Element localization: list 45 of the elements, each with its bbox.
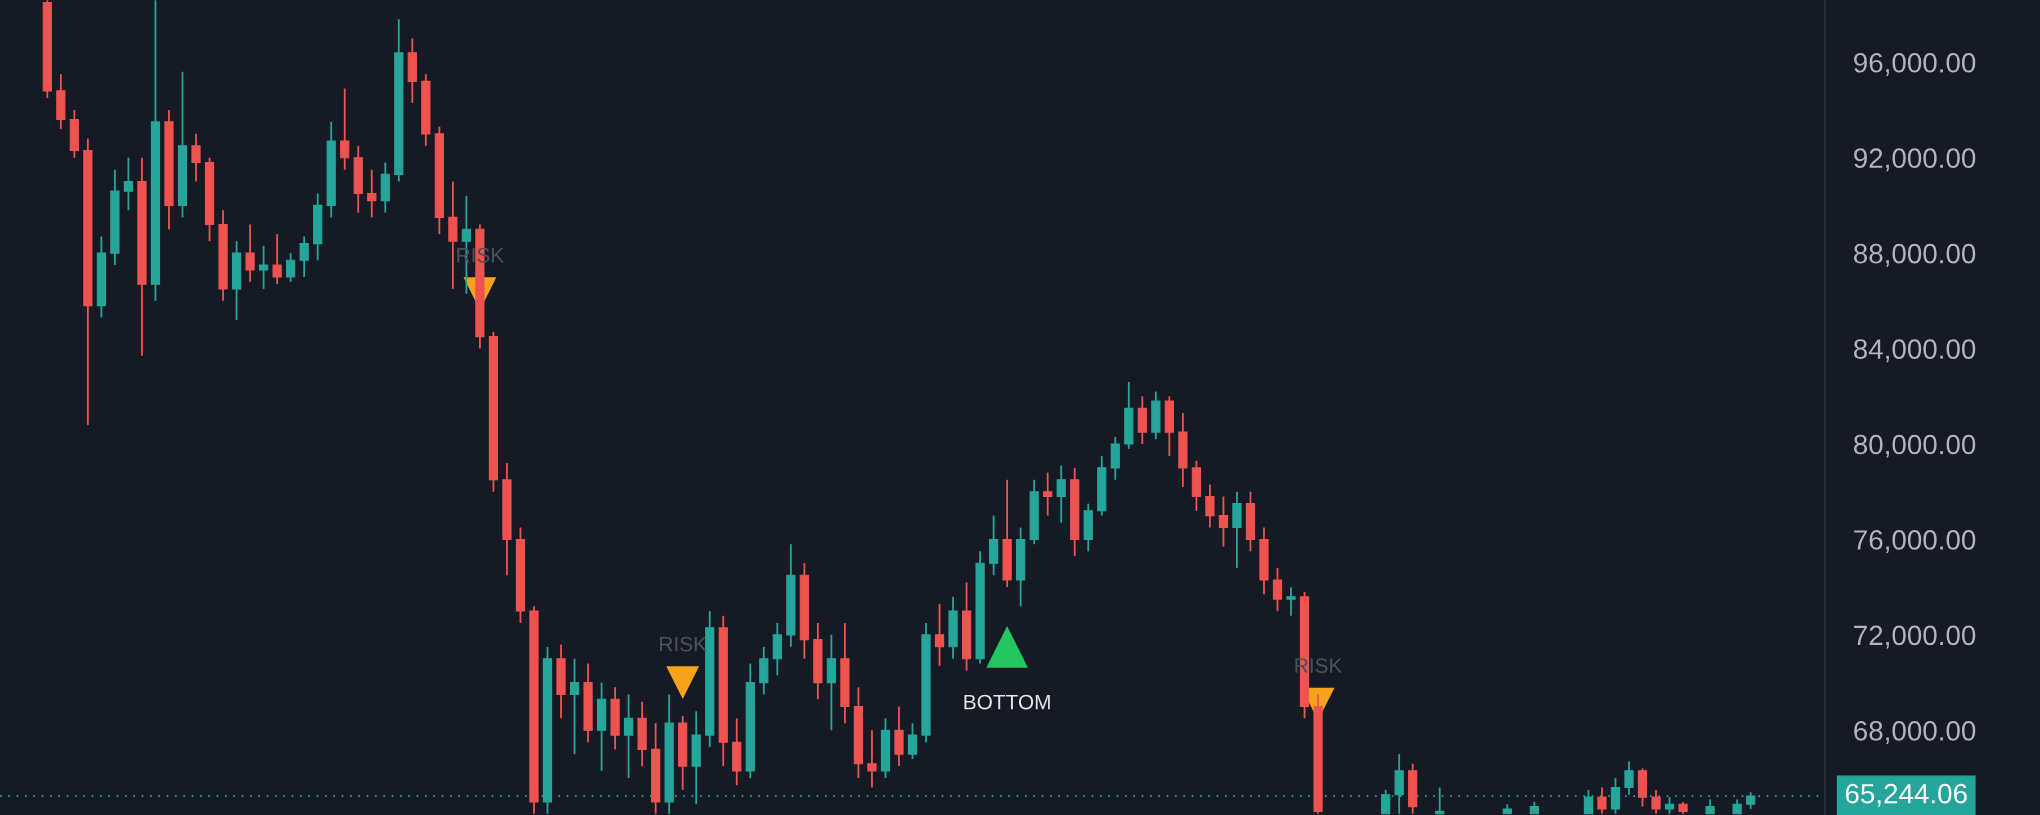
y-tick-label: 72,000.00 <box>1854 625 1976 649</box>
candlestick <box>299 235 309 278</box>
candlestick <box>772 622 782 677</box>
point <box>986 625 1028 668</box>
y-tick-label: 96,000.00 <box>1854 52 1976 76</box>
candlestick <box>1624 760 1634 796</box>
candlestick <box>1651 789 1661 815</box>
y-tick-label: 92,000.00 <box>1854 148 1976 172</box>
candlestick <box>1043 471 1053 517</box>
candlestick <box>448 180 458 290</box>
candlestick <box>989 514 999 577</box>
y-tick-label: 84,000.00 <box>1853 339 1976 363</box>
candlestick <box>340 87 350 171</box>
candlestick <box>894 705 904 767</box>
candlestick <box>759 645 769 696</box>
candlestick <box>1597 786 1607 815</box>
candlestick <box>1232 490 1242 569</box>
candlestick <box>1272 567 1283 612</box>
candlestick <box>1286 586 1296 617</box>
y-tick-label: 68,000.00 <box>1854 720 1976 744</box>
ref-line-label: 65,244.06 <box>1845 783 1967 807</box>
candlestick <box>272 233 282 286</box>
candlestick <box>934 602 945 667</box>
candlestick <box>1205 483 1215 529</box>
candlestick <box>1137 395 1147 445</box>
candlestick <box>867 729 877 789</box>
candlestick <box>245 223 255 283</box>
candlestick <box>826 633 836 732</box>
candlestick <box>569 657 580 756</box>
candlestick <box>191 132 201 183</box>
candlestick <box>367 168 377 219</box>
candlestick <box>286 252 296 283</box>
series-label: BOTTOM <box>964 694 1050 710</box>
candlestick <box>624 693 634 779</box>
candlestick <box>1218 495 1229 548</box>
candlestick <box>1056 464 1066 524</box>
y-tick-label: 88,000.00 <box>1853 243 1976 267</box>
candlestick <box>907 722 918 760</box>
candlestick <box>123 156 134 212</box>
y-tick-label: 80,000.00 <box>1853 434 1976 458</box>
candlestick <box>1110 435 1120 481</box>
y-tick-label: 76,000.00 <box>1854 530 1976 554</box>
candlestick <box>259 245 269 290</box>
point <box>666 666 700 700</box>
candlestick <box>1381 789 1391 815</box>
